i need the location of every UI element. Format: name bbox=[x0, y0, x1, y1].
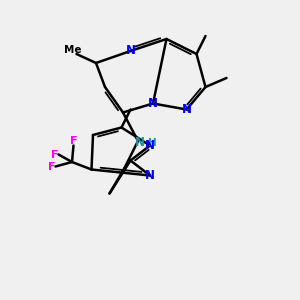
Text: F: F bbox=[48, 161, 56, 172]
Text: H: H bbox=[148, 137, 157, 148]
Text: N: N bbox=[125, 44, 136, 58]
Text: N: N bbox=[145, 139, 155, 152]
Text: N: N bbox=[182, 103, 192, 116]
Text: Me: Me bbox=[64, 45, 82, 56]
Text: N: N bbox=[134, 136, 145, 149]
Text: F: F bbox=[70, 136, 77, 146]
Text: F: F bbox=[51, 149, 59, 160]
Text: N: N bbox=[145, 169, 155, 182]
Text: N: N bbox=[148, 97, 158, 110]
